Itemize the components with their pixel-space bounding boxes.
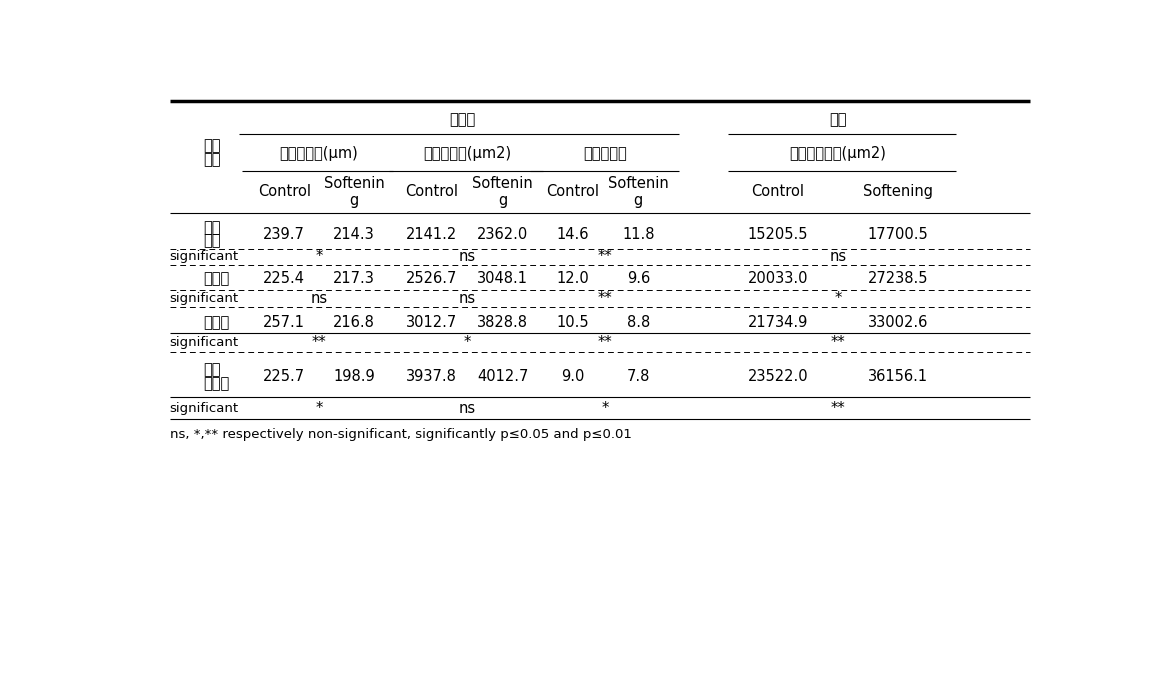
Text: 7.8: 7.8 <box>627 369 651 384</box>
Text: **: ** <box>598 249 613 264</box>
Text: **: ** <box>831 400 845 416</box>
Text: *: * <box>463 335 470 350</box>
Text: 아표피크기(μm2): 아표피크기(μm2) <box>424 146 511 161</box>
Text: 36156.1: 36156.1 <box>868 369 928 384</box>
Text: ns, *,** respectively non-significant, significantly p≤0.05 and p≤0.01: ns, *,** respectively non-significant, s… <box>170 428 632 441</box>
Text: 아표피: 아표피 <box>449 112 475 127</box>
Text: 이전: 이전 <box>202 234 220 248</box>
Text: 216.8: 216.8 <box>333 315 374 330</box>
Text: significant: significant <box>170 336 239 349</box>
Text: 14.6: 14.6 <box>556 227 589 242</box>
Text: Control: Control <box>751 184 805 199</box>
Text: 12.0: 12.0 <box>556 272 589 286</box>
Text: 변색기: 변색기 <box>202 272 229 286</box>
Text: 9.0: 9.0 <box>560 369 584 384</box>
Text: 성숙기: 성숙기 <box>202 315 229 330</box>
Text: *: * <box>601 400 610 416</box>
Text: ns: ns <box>830 249 847 264</box>
Text: *: * <box>316 400 323 416</box>
Text: *: * <box>834 291 841 307</box>
Text: 9.6: 9.6 <box>627 272 651 286</box>
Text: Softening: Softening <box>863 184 932 199</box>
Text: 3937.8: 3937.8 <box>406 369 457 384</box>
Text: 3828.8: 3828.8 <box>477 315 528 330</box>
Text: 23522.0: 23522.0 <box>748 369 808 384</box>
Text: ns: ns <box>459 249 476 264</box>
Text: 2362.0: 2362.0 <box>477 227 529 242</box>
Text: Control: Control <box>405 184 457 199</box>
Text: 성숙: 성숙 <box>202 138 220 153</box>
Text: *: * <box>316 249 323 264</box>
Text: 21734.9: 21734.9 <box>748 315 808 330</box>
Text: 4012.7: 4012.7 <box>477 369 529 384</box>
Text: 변색: 변색 <box>202 220 220 235</box>
Text: ns: ns <box>459 291 476 307</box>
Text: 225.4: 225.4 <box>263 272 305 286</box>
Text: 257.1: 257.1 <box>263 315 305 330</box>
Text: 10.5: 10.5 <box>556 315 589 330</box>
Text: ns: ns <box>310 291 328 307</box>
Text: ns: ns <box>459 400 476 416</box>
Text: 아표피두께(μm): 아표피두께(μm) <box>280 146 358 161</box>
Text: 3012.7: 3012.7 <box>406 315 457 330</box>
Text: 27238.5: 27238.5 <box>868 272 928 286</box>
Text: 17700.5: 17700.5 <box>868 227 928 242</box>
Text: 214.3: 214.3 <box>333 227 374 242</box>
Text: 성숙기: 성숙기 <box>202 376 229 391</box>
Text: 8.8: 8.8 <box>627 315 651 330</box>
Text: **: ** <box>598 291 613 307</box>
Text: Softenin
g: Softenin g <box>608 176 669 208</box>
Text: significant: significant <box>170 293 239 305</box>
Text: 2526.7: 2526.7 <box>406 272 457 286</box>
Text: 아표피층수: 아표피층수 <box>584 146 627 161</box>
Text: 3048.1: 3048.1 <box>477 272 528 286</box>
Text: 225.7: 225.7 <box>263 369 305 384</box>
Text: 33002.6: 33002.6 <box>868 315 928 330</box>
Text: 198.9: 198.9 <box>333 369 374 384</box>
Text: Softenin
g: Softenin g <box>473 176 534 208</box>
Text: Control: Control <box>546 184 599 199</box>
Text: 늦은: 늦은 <box>202 362 220 377</box>
Text: 과육: 과육 <box>830 112 847 127</box>
Text: significant: significant <box>170 402 239 414</box>
Text: Control: Control <box>257 184 311 199</box>
Text: significant: significant <box>170 250 239 263</box>
Text: **: ** <box>598 335 613 350</box>
Text: 단계: 단계 <box>202 152 220 167</box>
Text: 217.3: 217.3 <box>333 272 374 286</box>
Text: 11.8: 11.8 <box>622 227 655 242</box>
Text: 15205.5: 15205.5 <box>748 227 808 242</box>
Text: 과육세포크기(μm2): 과육세포크기(μm2) <box>790 146 887 161</box>
Text: 239.7: 239.7 <box>263 227 305 242</box>
Text: 20033.0: 20033.0 <box>748 272 808 286</box>
Text: **: ** <box>831 335 845 350</box>
Text: Softenin
g: Softenin g <box>324 176 384 208</box>
Text: 2141.2: 2141.2 <box>406 227 457 242</box>
Text: **: ** <box>311 335 326 350</box>
